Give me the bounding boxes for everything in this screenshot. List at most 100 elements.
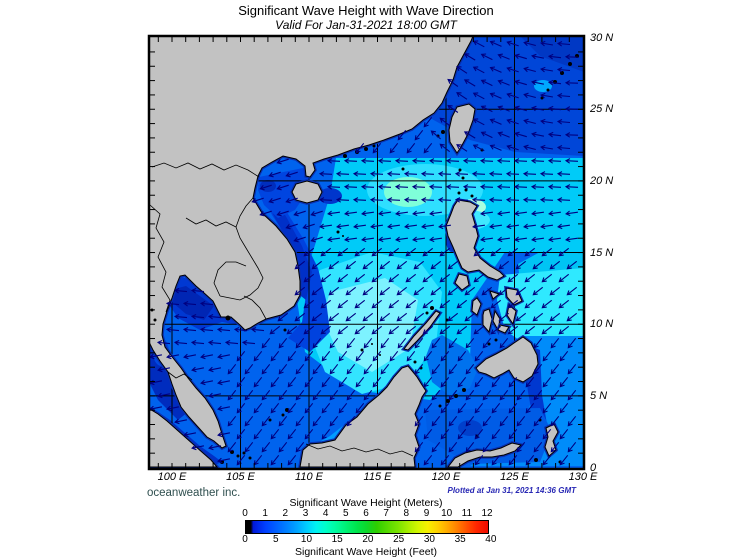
land-hainan <box>291 180 323 204</box>
wave-direction-arrow <box>217 405 231 412</box>
wave-direction-arrow <box>533 415 543 427</box>
wave-direction-arrow <box>414 129 424 141</box>
wave-direction-arrow <box>405 247 417 257</box>
wave-direction-arrow <box>346 363 356 375</box>
wave-direction-arrow <box>259 184 272 191</box>
islet <box>568 62 572 66</box>
wave-direction-arrow <box>542 376 552 388</box>
wave-direction-arrow <box>303 325 315 335</box>
chart-title: Significant Wave Height with Wave Direct… <box>238 3 494 18</box>
wave-direction-arrow <box>363 389 373 401</box>
wave-direction-arrow <box>173 288 188 294</box>
wave-direction-arrow <box>564 54 579 60</box>
wave-direction-arrow <box>531 236 544 243</box>
wave-direction-arrow <box>345 260 357 270</box>
wave-direction-arrow <box>396 260 408 270</box>
wave-direction-arrow <box>490 325 502 335</box>
wave-direction-arrow <box>311 260 323 270</box>
wave-direction-arrow <box>355 402 365 414</box>
wave-direction-arrow <box>303 299 315 309</box>
wave-direction-arrow <box>236 376 246 388</box>
wave-direction-arrow <box>533 441 543 453</box>
wave-direction-arrow <box>423 454 433 466</box>
wave-direction-arrow <box>516 441 526 453</box>
wave-direction-arrow <box>506 118 519 125</box>
wave-direction-arrow <box>565 236 578 243</box>
islet <box>413 360 417 364</box>
wave-direction-arrow <box>557 223 570 230</box>
wave-direction-arrow <box>190 340 205 346</box>
wave-direction-arrow <box>363 363 373 375</box>
wave-direction-arrow <box>474 454 484 466</box>
wave-direction-arrow <box>422 325 434 335</box>
wave-direction-arrow <box>567 441 577 453</box>
wave-direction-arrow <box>320 325 332 335</box>
wave-direction-arrow <box>556 41 571 47</box>
wave-direction-arrow <box>295 415 305 427</box>
wave-direction-arrow <box>405 325 417 335</box>
wave-direction-arrow <box>371 325 383 335</box>
wave-direction-arrow <box>480 105 493 113</box>
wave-direction-arrow <box>506 223 519 230</box>
wave-direction-arrow <box>278 389 288 401</box>
wave-direction-arrow <box>437 197 452 203</box>
wave-direction-arrow <box>507 273 519 283</box>
wave-direction-arrow <box>464 286 476 296</box>
wave-direction-arrow <box>532 260 544 270</box>
wave-direction-arrow <box>465 415 475 427</box>
wave-direction-arrow <box>294 312 306 322</box>
meters-tick-label: 9 <box>423 508 430 519</box>
wave-direction-arrow <box>447 312 459 322</box>
lat-label: 20 N <box>590 174 614 187</box>
wave-direction-arrow <box>488 171 503 177</box>
wave-direction-arrow <box>464 312 476 322</box>
wave-direction-arrow <box>294 260 306 270</box>
wave-direction-arrow <box>227 441 237 453</box>
wave-direction-arrow <box>303 273 315 283</box>
wave-direction-arrow <box>438 223 451 230</box>
meters-tick-label: 0 <box>242 508 248 519</box>
wave-direction-arrow <box>431 337 441 349</box>
wave-direction-arrow <box>505 171 520 177</box>
islet <box>494 338 498 342</box>
wave-direction-arrow <box>531 210 544 217</box>
wave-direction-arrow <box>321 402 331 414</box>
wave-direction-arrow <box>360 158 375 164</box>
islet <box>401 167 405 171</box>
wave-direction-arrow <box>394 184 409 190</box>
wave-direction-arrow <box>556 67 571 73</box>
wave-direction-arrow <box>157 392 171 399</box>
wave-direction-arrow <box>506 40 519 47</box>
wave-direction-arrow <box>329 389 339 401</box>
wave-direction-arrow <box>448 337 458 349</box>
wave-direction-arrow <box>293 236 306 243</box>
wave-direction-arrow <box>165 301 180 307</box>
meters-tick-label: 6 <box>363 508 369 519</box>
wave-direction-arrow <box>304 402 314 414</box>
wave-direction-arrow <box>321 428 331 440</box>
country-border <box>305 443 414 457</box>
land-sulawesi <box>446 442 522 468</box>
wave-direction-arrow <box>559 402 569 414</box>
wave-direction-arrow <box>208 444 222 451</box>
wave-direction-arrow <box>513 158 528 164</box>
wave-direction-arrow <box>533 363 543 375</box>
wave-direction-arrow <box>514 79 527 86</box>
wave-direction-arrow <box>439 325 451 335</box>
wave-direction-arrow <box>498 312 510 322</box>
wave-direction-arrow <box>456 92 468 100</box>
meters-tick-label: 5 <box>343 508 349 519</box>
wave-direction-arrow <box>352 197 367 203</box>
wave-direction-arrow <box>539 171 554 177</box>
wave-direction-arrow <box>182 327 197 333</box>
wave-direction-arrow <box>474 376 484 388</box>
wave-direction-arrow <box>541 247 553 257</box>
wave-direction-arrow <box>190 314 205 320</box>
islet <box>236 454 240 458</box>
wave-direction-arrow <box>346 415 356 427</box>
feet-tick-label: 40 <box>485 534 497 545</box>
wave-direction-arrow <box>302 223 315 230</box>
wave-direction-arrow <box>295 441 305 453</box>
wave-direction-arrow <box>514 236 527 243</box>
wave-direction-arrow <box>491 454 501 466</box>
